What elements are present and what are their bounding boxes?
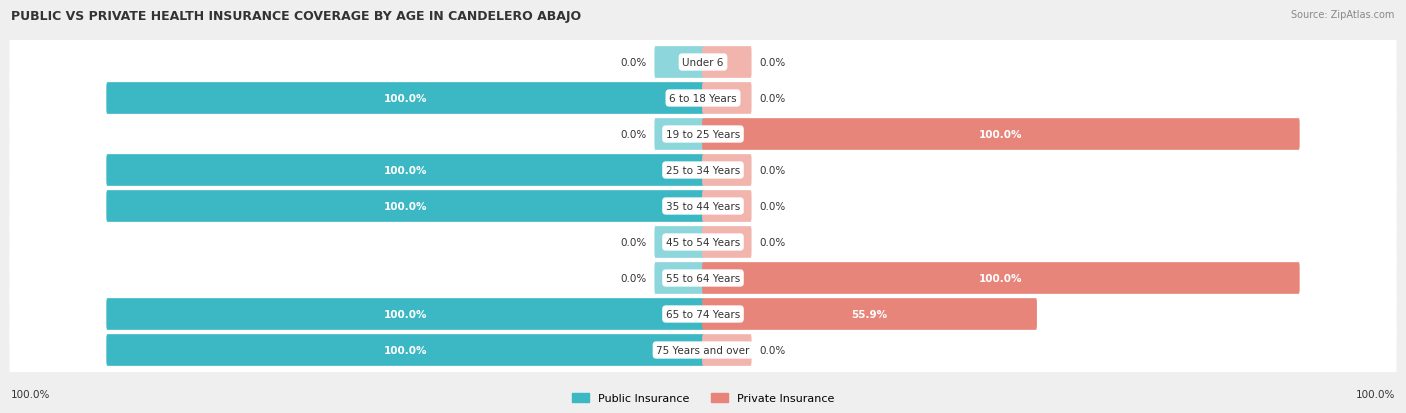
Text: 100.0%: 100.0% bbox=[384, 202, 427, 211]
FancyBboxPatch shape bbox=[10, 279, 1396, 350]
Text: 0.0%: 0.0% bbox=[759, 166, 786, 176]
Text: 55 to 64 Years: 55 to 64 Years bbox=[666, 273, 740, 283]
FancyBboxPatch shape bbox=[107, 83, 704, 114]
Text: 0.0%: 0.0% bbox=[759, 345, 786, 355]
Text: 100.0%: 100.0% bbox=[979, 273, 1022, 283]
Text: 19 to 25 Years: 19 to 25 Years bbox=[666, 130, 740, 140]
Text: Source: ZipAtlas.com: Source: ZipAtlas.com bbox=[1291, 10, 1395, 20]
Text: 25 to 34 Years: 25 to 34 Years bbox=[666, 166, 740, 176]
FancyBboxPatch shape bbox=[10, 243, 1396, 314]
Text: 100.0%: 100.0% bbox=[384, 166, 427, 176]
Text: 100.0%: 100.0% bbox=[979, 130, 1022, 140]
Text: 35 to 44 Years: 35 to 44 Years bbox=[666, 202, 740, 211]
Text: 100.0%: 100.0% bbox=[384, 94, 427, 104]
Text: 100.0%: 100.0% bbox=[384, 345, 427, 355]
Text: 100.0%: 100.0% bbox=[384, 309, 427, 319]
FancyBboxPatch shape bbox=[10, 63, 1396, 134]
Text: 45 to 54 Years: 45 to 54 Years bbox=[666, 237, 740, 247]
FancyBboxPatch shape bbox=[10, 135, 1396, 206]
FancyBboxPatch shape bbox=[654, 47, 704, 78]
Text: 0.0%: 0.0% bbox=[620, 58, 647, 68]
Text: 0.0%: 0.0% bbox=[620, 130, 647, 140]
FancyBboxPatch shape bbox=[10, 207, 1396, 278]
FancyBboxPatch shape bbox=[10, 99, 1396, 170]
Text: 0.0%: 0.0% bbox=[759, 202, 786, 211]
FancyBboxPatch shape bbox=[702, 155, 752, 186]
FancyBboxPatch shape bbox=[107, 299, 704, 330]
Text: 0.0%: 0.0% bbox=[620, 237, 647, 247]
FancyBboxPatch shape bbox=[107, 155, 704, 186]
FancyBboxPatch shape bbox=[654, 227, 704, 258]
Text: 0.0%: 0.0% bbox=[759, 94, 786, 104]
Text: Under 6: Under 6 bbox=[682, 58, 724, 68]
Text: 55.9%: 55.9% bbox=[852, 309, 887, 319]
FancyBboxPatch shape bbox=[702, 263, 1299, 294]
FancyBboxPatch shape bbox=[702, 335, 752, 366]
FancyBboxPatch shape bbox=[654, 119, 704, 150]
Legend: Public Insurance, Private Insurance: Public Insurance, Private Insurance bbox=[572, 393, 834, 404]
FancyBboxPatch shape bbox=[702, 227, 752, 258]
Text: PUBLIC VS PRIVATE HEALTH INSURANCE COVERAGE BY AGE IN CANDELERO ABAJO: PUBLIC VS PRIVATE HEALTH INSURANCE COVER… bbox=[11, 10, 581, 23]
FancyBboxPatch shape bbox=[702, 191, 752, 222]
Text: 100.0%: 100.0% bbox=[11, 389, 51, 399]
FancyBboxPatch shape bbox=[702, 83, 752, 114]
Text: 75 Years and over: 75 Years and over bbox=[657, 345, 749, 355]
FancyBboxPatch shape bbox=[107, 191, 704, 222]
Text: 0.0%: 0.0% bbox=[759, 58, 786, 68]
Text: 0.0%: 0.0% bbox=[620, 273, 647, 283]
FancyBboxPatch shape bbox=[10, 27, 1396, 98]
Text: 6 to 18 Years: 6 to 18 Years bbox=[669, 94, 737, 104]
FancyBboxPatch shape bbox=[107, 335, 704, 366]
FancyBboxPatch shape bbox=[10, 315, 1396, 386]
FancyBboxPatch shape bbox=[702, 47, 752, 78]
Text: 65 to 74 Years: 65 to 74 Years bbox=[666, 309, 740, 319]
FancyBboxPatch shape bbox=[10, 171, 1396, 242]
Text: 100.0%: 100.0% bbox=[1355, 389, 1395, 399]
FancyBboxPatch shape bbox=[654, 263, 704, 294]
Text: 0.0%: 0.0% bbox=[759, 237, 786, 247]
FancyBboxPatch shape bbox=[702, 299, 1038, 330]
FancyBboxPatch shape bbox=[702, 119, 1299, 150]
